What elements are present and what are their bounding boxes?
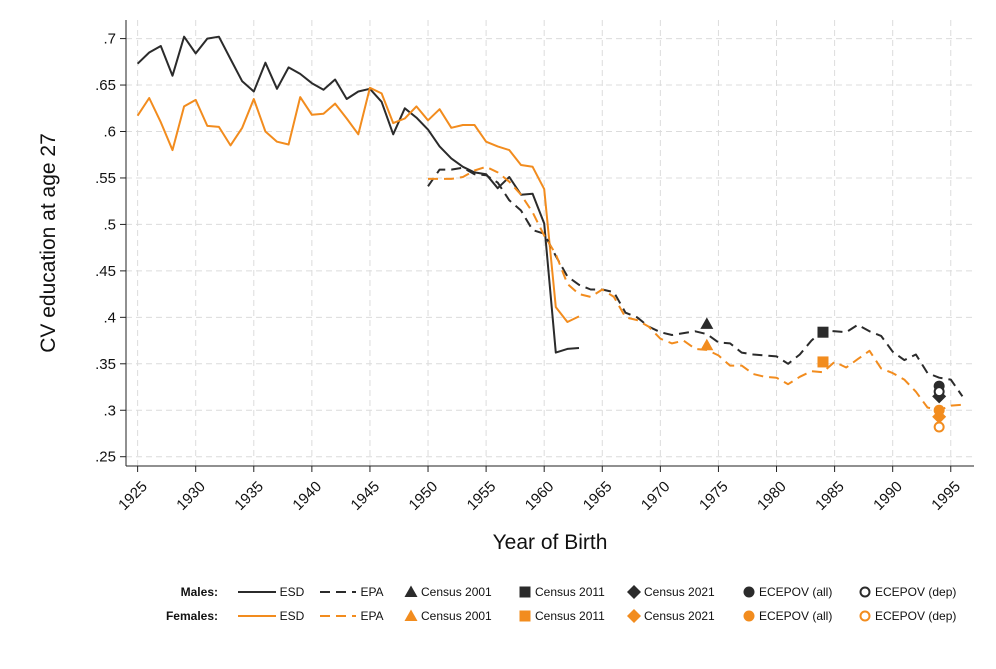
series-males-epa	[427, 166, 964, 397]
x-tick-label: 1985	[812, 478, 848, 514]
legend-label-females-census-2001: Census 2001	[421, 609, 492, 623]
markers	[700, 317, 947, 433]
legend-key-males-ecepov-dep	[859, 586, 871, 598]
x-tick-label: 1955	[464, 478, 500, 514]
marker-males-census-2001	[700, 317, 714, 329]
y-ticks: .25 .3 .35 .4 .45 .5 .55 .6 .65 .7	[95, 31, 126, 466]
x-tick-label: 1990	[870, 478, 906, 514]
series-females-esd	[136, 86, 580, 323]
marker-females-ecepov-all	[933, 404, 945, 416]
marker-males-census-2011	[817, 326, 829, 338]
y-tick-label: .45	[95, 263, 116, 280]
axes	[125, 20, 974, 467]
x-tick-label: 1960	[522, 478, 558, 514]
legend-label-males-census-2021: Census 2021	[644, 585, 715, 599]
legend-key-males-ecepov-all	[743, 586, 755, 598]
x-tick-label: 1975	[696, 478, 732, 514]
x-tick-label: 1935	[231, 478, 267, 514]
series-females-epa	[428, 165, 963, 412]
legend-items: ESD EPA Census 2001 Census 2011 Census 2021 E…	[238, 585, 956, 623]
marker-females-census-2001	[700, 338, 714, 351]
x-axis-title: Year of Birth	[493, 531, 608, 554]
y-tick-label: .25	[95, 449, 116, 466]
series-males-esd	[136, 35, 580, 354]
grid	[126, 20, 974, 466]
x-tick-label: 1970	[638, 478, 674, 514]
y-axis-title: CV education at age 27	[37, 133, 60, 353]
legend-label-males-ecepov-all: ECEPOV (all)	[759, 585, 832, 599]
y-tick-label: .35	[95, 356, 116, 373]
y-tick-label: .7	[103, 31, 116, 48]
legend-label-females-census-2011: Census 2011	[535, 609, 605, 623]
legend-group-males: Males:	[181, 585, 218, 599]
x-tick-label: 1980	[754, 478, 790, 514]
legend-label-females-ecepov-dep: ECEPOV (dep)	[875, 609, 956, 623]
x-tick-label: 1995	[928, 478, 964, 514]
legend: Males: Females: ESD EPA Census 2001 Census …	[166, 585, 956, 623]
legend-key-females-ecepov-dep	[859, 610, 871, 622]
marker-females-ecepov-dep	[933, 421, 945, 433]
legend-label-females-epa: EPA	[360, 609, 383, 623]
legend-label-females-esd: ESD	[280, 609, 305, 623]
x-tick-label: 1965	[580, 478, 616, 514]
x-tick-label: 1930	[173, 478, 209, 514]
legend-label-males-epa: EPA	[360, 585, 383, 599]
legend-label-males-ecepov-dep: ECEPOV (dep)	[875, 585, 956, 599]
y-tick-label: .3	[103, 402, 116, 419]
x-ticks: 1925 1930 1935 1940 1945 1950 1955 1960 1965 1970…	[115, 466, 964, 514]
series	[136, 35, 964, 412]
x-tick-label: 1925	[115, 478, 151, 514]
legend-label-females-ecepov-all: ECEPOV (all)	[759, 609, 832, 623]
x-tick-label: 1940	[289, 478, 325, 514]
legend-group-females: Females:	[166, 609, 218, 623]
y-tick-label: .4	[103, 309, 116, 326]
marker-females-census-2011	[817, 356, 829, 368]
legend-key-males-census-2011	[519, 586, 531, 598]
legend-key-females-ecepov-all	[743, 610, 755, 622]
legend-label-males-esd: ESD	[280, 585, 305, 599]
y-tick-label: .55	[95, 170, 116, 187]
legend-label-males-census-2011: Census 2011	[535, 585, 605, 599]
legend-key-males-census-2021	[627, 585, 641, 599]
legend-label-females-census-2021: Census 2021	[644, 609, 715, 623]
legend-label-males-census-2001: Census 2001	[421, 585, 492, 599]
y-tick-label: .65	[95, 77, 116, 94]
x-tick-label: 1950	[406, 478, 442, 514]
y-tick-label: .5	[103, 216, 116, 233]
y-tick-label: .6	[103, 124, 116, 141]
legend-key-females-census-2001	[404, 609, 418, 621]
legend-key-males-census-2001	[404, 585, 418, 597]
legend-key-females-census-2021	[627, 609, 641, 623]
x-tick-label: 1945	[348, 478, 384, 514]
marker-males-ecepov-dep	[933, 386, 945, 398]
legend-key-females-census-2011	[519, 610, 531, 622]
